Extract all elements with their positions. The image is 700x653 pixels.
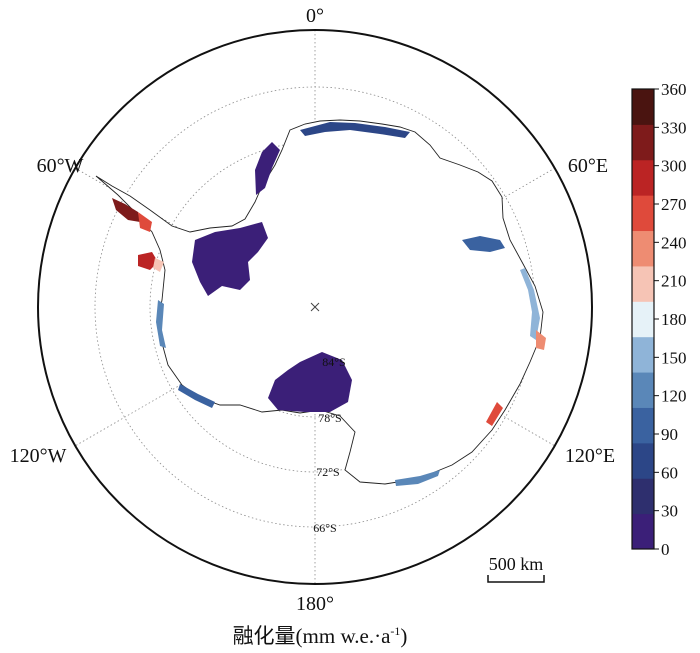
ross-ice-shelf-melt (268, 352, 352, 412)
colorbar-swatch (632, 265, 654, 302)
peninsula-light-melt (153, 258, 164, 272)
colorbar-tick-label: 150 (661, 348, 687, 367)
antarctica-outline (95, 119, 544, 485)
colorbar-tick-label: 30 (661, 502, 678, 521)
amery-shelf-melt (462, 236, 505, 252)
dronning-maud-coast-melt (300, 122, 410, 138)
label-0: 0° (306, 5, 324, 27)
label-60e: 60°E (568, 155, 608, 177)
colorbar-swatch (632, 89, 654, 125)
west-coast-melt (156, 300, 166, 348)
peninsula-base-melt (138, 252, 158, 270)
colorbar-tick-label: 60 (661, 463, 678, 482)
caption: 融化量(mm w.e.·a-1) (0, 620, 640, 650)
colorbar-tick-label: 330 (661, 118, 687, 137)
label-180: 180° (296, 593, 334, 615)
colorbar-swatch (632, 230, 654, 267)
amundsen-coast-melt (178, 384, 215, 408)
label-84s: 84°S (322, 355, 345, 369)
map-frame (37, 29, 593, 585)
filchner-inlet-melt (255, 142, 280, 195)
south-coast-blue-melt (395, 470, 440, 486)
east-coast-melt (520, 268, 540, 340)
colorbar-tick-label: 360 (661, 80, 687, 99)
label-60w: 60°W (37, 155, 84, 177)
scale-bar-label: 500 km (489, 554, 544, 574)
colorbar-tick-label: 210 (661, 272, 687, 291)
peninsula-high-melt (112, 198, 140, 222)
label-120w: 120°W (10, 445, 67, 467)
label-78s: 78°S (318, 411, 341, 425)
colorbar-tick-label: 90 (661, 425, 678, 444)
colorbar-tick-label: 240 (661, 233, 687, 252)
colorbar-swatch (632, 513, 654, 550)
colorbar-swatch (632, 336, 654, 373)
caption-sup: -1 (390, 624, 401, 638)
colorbar-tick-label: 270 (661, 195, 687, 214)
colorbar-swatch (632, 407, 654, 444)
colorbar-tick-label: 0 (661, 540, 670, 559)
colorbar-swatch (632, 159, 654, 196)
colorbar-swatch (632, 124, 654, 161)
peninsula-mid-melt (138, 212, 152, 232)
wilkes-coast-melt (486, 402, 503, 426)
scale-bar (487, 575, 545, 583)
label-66s: 66°S (313, 521, 336, 535)
colorbar-tick-label: 300 (661, 157, 687, 176)
label-120e: 120°E (565, 445, 615, 467)
south-pole-marker (310, 302, 320, 312)
colorbar-tick-label: 120 (661, 387, 687, 406)
melt-patches (112, 122, 546, 486)
ronne-filchner-melt (192, 222, 268, 296)
colorbar-swatch (632, 442, 654, 479)
east-coast-red-melt (536, 330, 546, 350)
colorbar-tick-label: 180 (661, 310, 687, 329)
caption-end: ) (400, 624, 408, 648)
label-72s: 72°S (316, 465, 339, 479)
colorbar-swatch (632, 478, 654, 515)
colorbar-swatch (632, 195, 654, 232)
colorbar-swatch (632, 372, 654, 408)
caption-main: 融化量(mm w.e.·a (232, 624, 391, 648)
colorbar-swatch (632, 301, 654, 338)
